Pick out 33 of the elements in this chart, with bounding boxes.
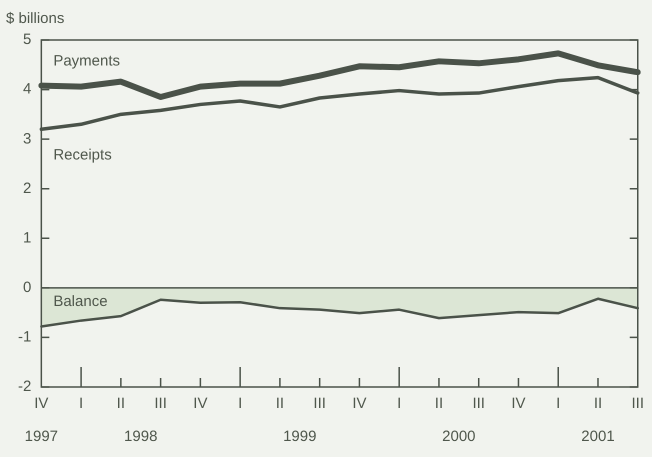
text: 2001 (581, 428, 615, 446)
y-axis-title: $ billions (6, 10, 64, 28)
text: 1998 (124, 428, 158, 446)
x-tick-label: II (116, 395, 126, 412)
y-tick-label: 4 (22, 80, 32, 98)
series-label: Balance (53, 293, 108, 310)
y-tick-label: -1 (18, 328, 32, 346)
x-tick-label: IV (511, 395, 526, 412)
text: 1999 (283, 428, 316, 446)
y-tick-label: 3 (22, 130, 32, 148)
x-tick-label: III (313, 395, 326, 412)
x-tick-label: II (276, 395, 284, 412)
series-label: Receipts (53, 146, 112, 164)
text: 1997 (24, 428, 58, 446)
y-tick-label: 1 (22, 229, 32, 246)
x-tick-label: I (238, 395, 242, 412)
y-tick-label: 0 (22, 279, 32, 296)
x-tick-label: I (397, 395, 402, 412)
x-tick-label: I (79, 395, 84, 412)
y-tick-label: 5 (22, 31, 32, 48)
y-tick-label: -2 (18, 378, 32, 396)
x-tick-label: III (631, 395, 644, 412)
text: 2000 (442, 428, 476, 446)
x-tick-label: II (594, 395, 602, 412)
x-tick-label: IV (352, 395, 367, 412)
x-tick-label: III (154, 395, 167, 412)
x-tick-label: II (434, 395, 444, 412)
series-label: Payments (53, 52, 120, 70)
x-tick-label: III (472, 395, 485, 412)
x-tick-label: IV (34, 395, 48, 412)
y-tick-label: 2 (22, 180, 32, 197)
x-tick-label: IV (193, 395, 208, 412)
x-tick-label: I (556, 395, 560, 412)
